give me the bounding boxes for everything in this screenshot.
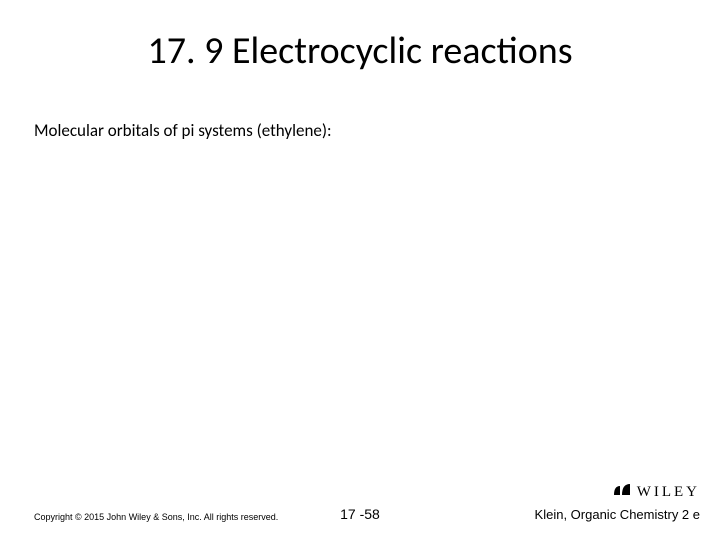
copyright-text: Copyright © 2015 John Wiley & Sons, Inc.…	[34, 512, 278, 522]
slide-title: 17. 9 Electrocyclic reactions	[0, 28, 720, 74]
slide-subtitle: Molecular orbitals of pi systems (ethyle…	[34, 120, 332, 141]
wiley-logo-text: WILEY	[637, 484, 700, 501]
book-title: Klein, Organic Chemistry 2 e	[535, 507, 700, 522]
footer: Copyright © 2015 John Wiley & Sons, Inc.…	[0, 492, 720, 522]
wiley-mark-icon	[613, 483, 631, 502]
publisher-logo: WILEY	[613, 483, 700, 502]
page-number: 17 -58	[340, 506, 380, 522]
slide: 17. 9 Electrocyclic reactions Molecular …	[0, 0, 720, 540]
